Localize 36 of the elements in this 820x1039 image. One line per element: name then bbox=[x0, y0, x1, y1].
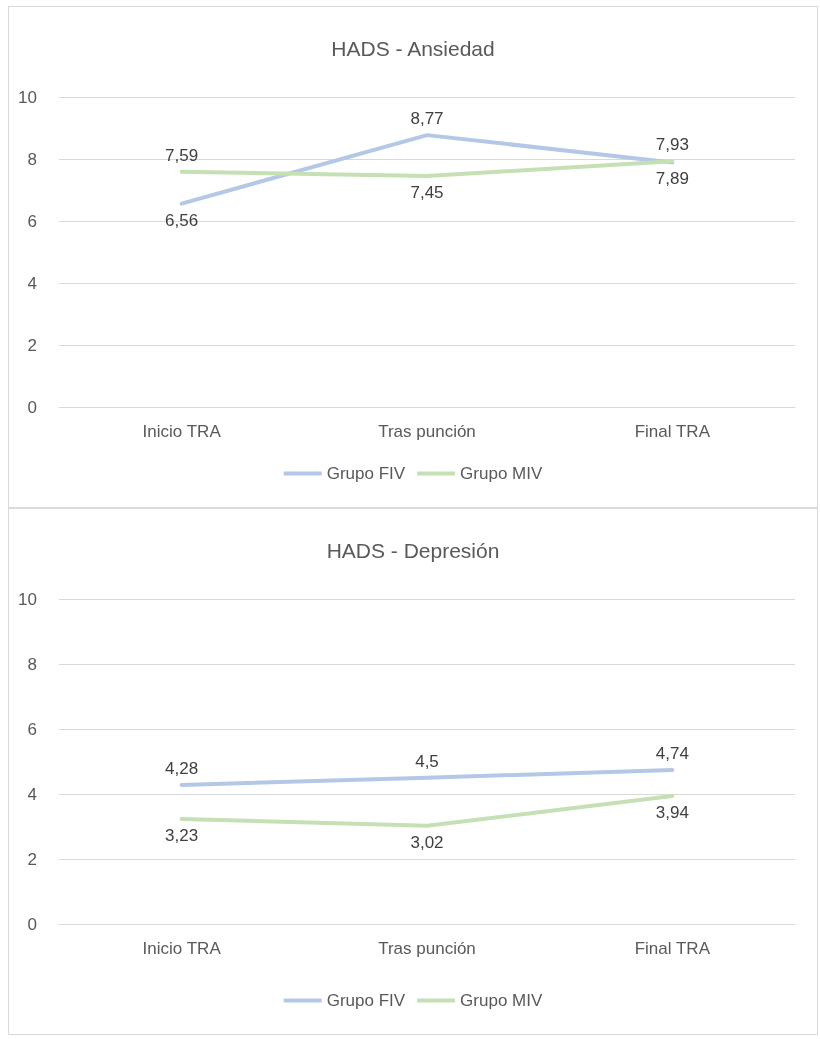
x-tick-label: Inicio TRA bbox=[142, 939, 222, 958]
y-tick-label: 4 bbox=[27, 784, 37, 804]
data-label: 4,5 bbox=[415, 751, 439, 771]
data-label: 3,23 bbox=[165, 826, 199, 846]
legend-label: Grupo MIV bbox=[460, 464, 543, 483]
data-label: 8,77 bbox=[410, 109, 444, 129]
y-tick-label: 2 bbox=[27, 849, 37, 869]
data-label: 7,93 bbox=[655, 135, 689, 155]
y-tick-label: 4 bbox=[27, 273, 37, 293]
y-tick-label: 6 bbox=[27, 719, 37, 739]
data-label: 7,45 bbox=[410, 183, 444, 203]
y-tick-label: 2 bbox=[27, 335, 37, 355]
data-label: 7,89 bbox=[655, 169, 689, 189]
data-label: 6,56 bbox=[165, 210, 199, 230]
y-tick-label: 6 bbox=[27, 211, 37, 231]
x-tick-label: Inicio TRA bbox=[142, 422, 222, 441]
y-tick-label: 8 bbox=[27, 149, 37, 169]
y-tick-label: 0 bbox=[27, 914, 37, 934]
x-tick-label: Final TRA bbox=[634, 422, 711, 441]
legend-label: Grupo FIV bbox=[326, 464, 406, 483]
y-tick-label: 8 bbox=[27, 654, 37, 674]
data-label: 3,94 bbox=[655, 802, 689, 822]
data-label: 7,59 bbox=[165, 145, 199, 165]
x-tick-label: Final TRA bbox=[634, 939, 711, 958]
data-label: 3,02 bbox=[410, 832, 444, 852]
data-label: 4,74 bbox=[655, 743, 689, 763]
y-tick-label: 10 bbox=[18, 589, 37, 609]
legend-label: Grupo MIV bbox=[460, 991, 543, 1010]
y-tick-label: 0 bbox=[27, 397, 37, 417]
chart-title: HADS - Depresión bbox=[326, 539, 500, 562]
x-tick-label: Tras punción bbox=[378, 939, 476, 958]
legend-label: Grupo FIV bbox=[326, 991, 406, 1010]
data-label: 4,28 bbox=[165, 758, 199, 778]
y-tick-label: 10 bbox=[18, 87, 37, 107]
chart-title: HADS - Ansiedad bbox=[331, 37, 495, 60]
x-tick-label: Tras punción bbox=[378, 422, 476, 441]
